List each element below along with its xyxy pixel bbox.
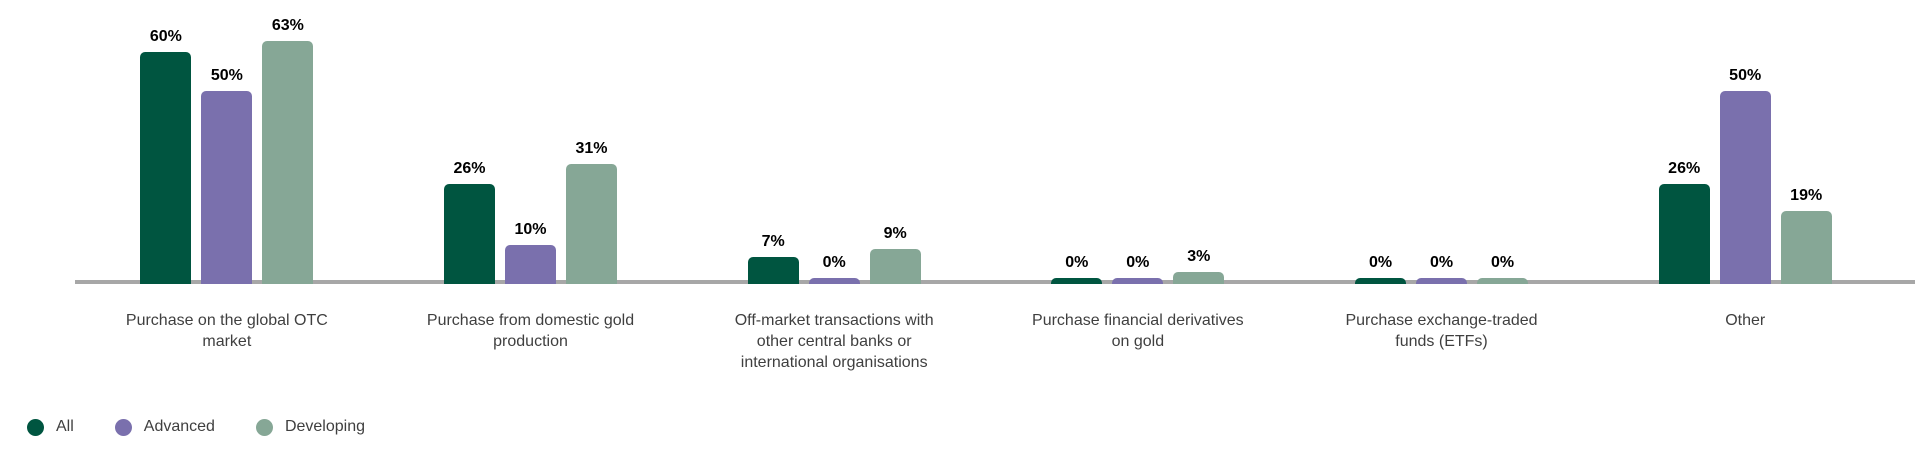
value-label: 0% <box>1429 254 1454 271</box>
value-label: 26% <box>1668 159 1701 177</box>
bar-advanced-4: 0% <box>1112 254 1164 284</box>
bar-all-3: 7% <box>747 233 799 284</box>
bar-group-3: 7% 0% 9% Off-market transactions with other… <box>682 0 986 373</box>
legend-label: Advanced <box>143 418 215 435</box>
bar-developing-3: 9% <box>869 225 921 284</box>
legend-swatch-icon <box>255 418 273 436</box>
bar-group-4: 0% 0% 3% Purchase financial derivatives on … <box>986 0 1290 373</box>
bar-group-5: 0% 0% 0% Purchase exchange-traded funds (ET… <box>1290 0 1594 373</box>
value-label: 0% <box>1065 254 1089 271</box>
bar-advanced-1: 50% <box>201 67 253 284</box>
value-label: 50% <box>210 67 243 84</box>
category-label: Purchase financial derivatives on gold <box>1032 312 1244 351</box>
value-label: 26% <box>453 159 486 177</box>
legend-item-advanced: Advanced <box>114 418 215 436</box>
legend-swatch-icon <box>27 418 44 436</box>
bar-developing-4: 3% <box>1173 248 1225 284</box>
value-label: 63% <box>271 16 304 34</box>
bar-all-2: 26% <box>444 160 495 284</box>
value-label: 0% <box>1490 254 1515 271</box>
bar-group-6: 26% 50% 19% Other <box>1593 0 1897 373</box>
bar-cluster: 0% 0% 3% <box>1051 0 1225 284</box>
category-label: Off-market transactions with other centr… <box>734 312 934 372</box>
legend-item-all: All <box>27 418 74 436</box>
value-label: 60% <box>149 28 182 46</box>
bar-all-5: 0% <box>1355 254 1407 284</box>
value-label: 0% <box>1126 254 1150 271</box>
value-label: 31% <box>575 140 608 158</box>
category-label: Purchase on the global OTC market <box>125 312 328 351</box>
value-label: 9% <box>883 225 907 243</box>
bar-advanced-2: 10% <box>505 221 556 284</box>
category-label: Other <box>1725 312 1766 329</box>
bar-developing-2: 31% <box>566 140 617 284</box>
bar-advanced-5: 0% <box>1416 254 1468 284</box>
value-label: 0% <box>1368 254 1393 271</box>
bar-all-6: 26% <box>1658 160 1710 284</box>
value-label: 0% <box>822 254 846 271</box>
legend-item-developing: Developing <box>255 418 366 436</box>
category-label: Purchase from domestic gold production <box>426 312 635 351</box>
bar-developing-5: 0% <box>1477 254 1529 284</box>
value-label: 7% <box>761 232 785 250</box>
value-label: 3% <box>1187 248 1211 266</box>
legend-swatch-icon <box>114 418 132 436</box>
bar-all-4: 0% <box>1051 254 1103 284</box>
plot-area: 60% 50% 63% Purchase on the global OTC mark… <box>75 0 1915 373</box>
value-label: 10% <box>514 221 547 239</box>
bar-advanced-6: 50% <box>1719 67 1771 284</box>
bar-cluster: 60% 50% 63% <box>140 0 314 284</box>
value-label: 50% <box>1729 67 1762 84</box>
bar-cluster: 26% 10% 31% <box>444 0 617 284</box>
bar-group-2: 26% 10% 31% Purchase from domestic gold pro… <box>379 0 683 373</box>
bar-group-1: 60% 50% 63% Purchase on the global OTC mark… <box>75 0 379 373</box>
bar-developing-1: 63% <box>262 17 314 284</box>
bar-developing-6: 19% <box>1780 187 1832 284</box>
bar-all-1: 60% <box>140 28 192 284</box>
bar-advanced-3: 0% <box>808 254 860 284</box>
bar-cluster: 7% 0% 9% <box>747 0 921 284</box>
bar-cluster: 0% 0% 0% <box>1355 0 1529 284</box>
x-axis-line <box>75 280 1915 284</box>
value-label: 19% <box>1790 186 1823 204</box>
legend: All Advanced Developing <box>27 418 365 436</box>
bar-cluster: 26% 50% 19% <box>1658 0 1832 284</box>
category-label: Purchase exchange-traded funds (ETFs) <box>1345 312 1538 351</box>
legend-label: All <box>56 418 74 435</box>
legend-label: Developing <box>284 418 366 435</box>
